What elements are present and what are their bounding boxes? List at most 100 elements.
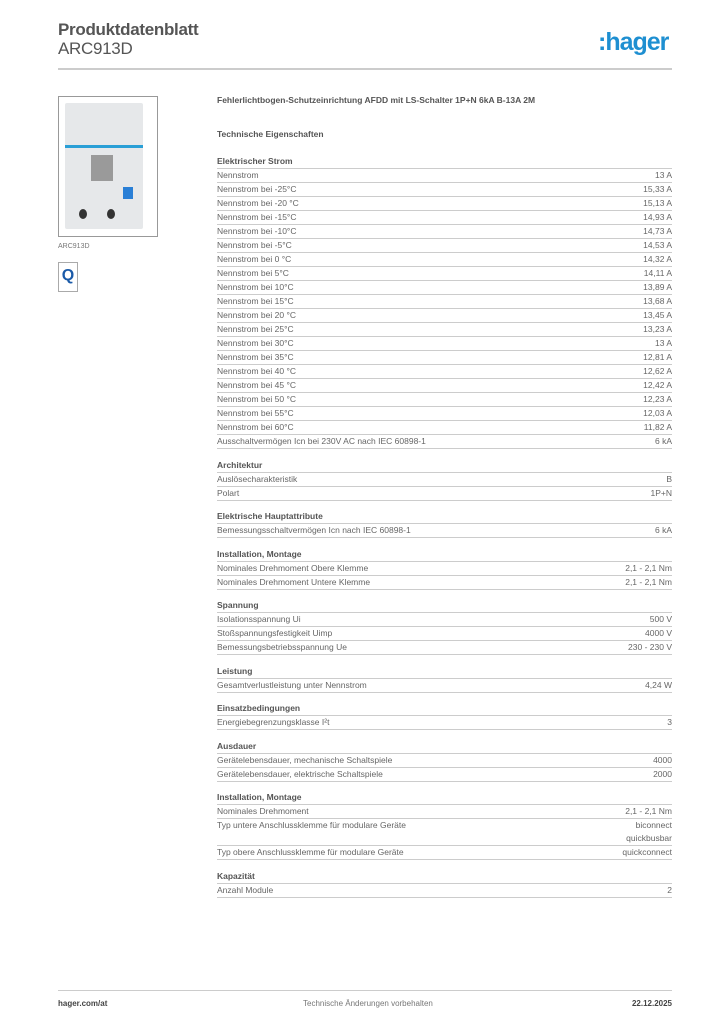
- spec-value: 13,45 A: [643, 310, 672, 320]
- spec-label: Nennstrom bei 50 °C: [217, 394, 296, 404]
- spec-section: Elektrischer Strom Nennstrom 13 A Nennstrom…: [217, 155, 672, 449]
- spec-label: Nennstrom bei -20 °C: [217, 198, 299, 208]
- footer-date: 22.12.2025: [631, 999, 672, 1008]
- spec-value: 2: [667, 884, 672, 895]
- spec-value: 15,33 A: [643, 184, 672, 194]
- device-illustration: [65, 103, 143, 229]
- spec-row: Anzahl Module 2: [217, 884, 672, 898]
- spec-value: B: [666, 473, 672, 484]
- spec-row: Energiebegrenzungsklasse I²t 3: [217, 716, 672, 730]
- spec-value: 6 kA: [654, 436, 672, 446]
- spec-label: Nennstrom bei 10°C: [217, 282, 294, 292]
- spec-value: 12,23 A: [643, 394, 672, 404]
- spec-value: 11,82 A: [643, 422, 672, 432]
- spec-value: 12,62 A: [643, 366, 672, 376]
- spec-label: Bemessungsschaltvermögen Icn nach IEC 60…: [217, 525, 411, 535]
- spec-row: Nennstrom bei 60°C 11,82 A: [217, 421, 672, 435]
- spec-value: quickconnect: [622, 847, 672, 857]
- spec-value: 14,53 A: [643, 240, 672, 250]
- spec-label: Nominales Drehmoment Untere Klemme: [217, 576, 371, 587]
- spec-row: Nennstrom bei -25°C 15,33 A: [217, 183, 672, 197]
- spec-label: Nennstrom bei -15°C: [217, 212, 297, 222]
- spec-value: 13 A: [654, 338, 672, 348]
- spec-section: Spannung Isolationsspannung Ui 500 V Stoßsp…: [217, 599, 672, 655]
- quality-badge-icon: Q: [58, 262, 78, 292]
- spec-row: Nominales Drehmoment Obere Klemme 2,1 - 2…: [217, 562, 672, 576]
- header-divider: [58, 68, 672, 70]
- spec-value: 2000: [653, 768, 672, 779]
- spec-row: Stoßspannungsfestigkeit Uimp 4000 V: [217, 627, 672, 641]
- spec-label: Nennstrom bei 60°C: [217, 422, 294, 432]
- spec-label: Nennstrom bei 35°C: [217, 352, 294, 362]
- spec-row: Ausschaltvermögen Icn bei 230V AC nach I…: [217, 435, 672, 449]
- spec-row: Typ untere Anschlussklemme für modulare …: [217, 819, 672, 846]
- spec-value: 4000: [653, 754, 672, 765]
- image-caption: ARC913D: [58, 243, 90, 250]
- spec-label: Bemessungsbetriebsspannung Ue: [217, 642, 347, 652]
- product-image: [58, 96, 158, 237]
- spec-row: Nennstrom bei 30°C 13 A: [217, 337, 672, 351]
- spec-sections: Elektrischer Strom Nennstrom 13 A Nennstrom…: [217, 155, 672, 898]
- spec-row: Bemessungsschaltvermögen Icn nach IEC 60…: [217, 524, 672, 538]
- spec-label: Nennstrom bei 30°C: [217, 338, 294, 348]
- section-heading: Leistung: [217, 665, 672, 679]
- spec-row: Isolationsspannung Ui 500 V: [217, 613, 672, 627]
- section-title: Technische Eigenschaften: [217, 129, 324, 139]
- spec-value: 2,1 - 2,1 Nm: [625, 576, 672, 587]
- spec-label: Nennstrom bei -5°C: [217, 240, 292, 250]
- spec-value: 2,1 - 2,1 Nm: [625, 806, 672, 816]
- spec-label: Nennstrom bei 20 °C: [217, 310, 296, 320]
- spec-value: 12,42 A: [643, 380, 672, 390]
- spec-section: Architektur Auslösecharakteristik B Polart 1…: [217, 459, 672, 501]
- spec-row: Gerätelebensdauer, elektrische Schaltspi…: [217, 768, 672, 782]
- spec-row: Nennstrom bei -10°C 14,73 A: [217, 225, 672, 239]
- spec-label: Nennstrom bei -25°C: [217, 184, 297, 194]
- section-heading: Installation, Montage: [217, 791, 672, 805]
- spec-label: Nominales Drehmoment: [217, 806, 309, 816]
- spec-value: 14,11 A: [643, 268, 672, 278]
- footer-divider: [58, 990, 672, 991]
- section-heading: Architektur: [217, 459, 672, 473]
- section-heading: Elektrische Hauptattribute: [217, 510, 672, 524]
- spec-section: Installation, Montage Nominales Drehmomen…: [217, 791, 672, 860]
- spec-value: biconnect quickbusbar: [626, 820, 672, 843]
- spec-row: Nennstrom bei 40 °C 12,62 A: [217, 365, 672, 379]
- section-heading: Einsatzbedingungen: [217, 702, 672, 716]
- hager-logo: :hager: [598, 28, 669, 56]
- spec-row: Typ obere Anschlussklemme für modulare G…: [217, 846, 672, 860]
- main-content: Fehlerlichtbogen-Schutzeinrichtung AFDD …: [217, 95, 672, 898]
- spec-row: Gerätelebensdauer, mechanische Schaltspi…: [217, 754, 672, 768]
- section-heading: Elektrischer Strom: [217, 155, 672, 169]
- spec-value: 14,32 A: [643, 254, 672, 264]
- spec-row: Nennstrom bei 5°C 14,11 A: [217, 267, 672, 281]
- spec-label: Gerätelebensdauer, mechanische Schaltspi…: [217, 754, 393, 765]
- spec-value: 12,81 A: [643, 352, 672, 362]
- footer-website-link[interactable]: hager.com/at: [58, 999, 108, 1008]
- spec-row: Nennstrom bei -15°C 14,93 A: [217, 211, 672, 225]
- section-heading: Ausdauer: [217, 740, 672, 754]
- spec-row: Nennstrom bei 45 °C 12,42 A: [217, 379, 672, 393]
- spec-label: Nennstrom: [217, 170, 259, 180]
- spec-label: Ausschaltvermögen Icn bei 230V AC nach I…: [217, 436, 426, 446]
- spec-row: Nennstrom bei 35°C 12,81 A: [217, 351, 672, 365]
- spec-label: Nennstrom bei 45 °C: [217, 380, 296, 390]
- spec-label: Anzahl Module: [217, 884, 274, 895]
- spec-value: 500 V: [649, 614, 672, 624]
- spec-label: Nominales Drehmoment Obere Klemme: [217, 562, 369, 573]
- spec-label: Nennstrom bei 55°C: [217, 408, 294, 418]
- page-title: Produktdatenblatt: [58, 20, 199, 39]
- spec-row: Nennstrom bei 55°C 12,03 A: [217, 407, 672, 421]
- spec-section: Einsatzbedingungen Energiebegrenzungsklas…: [217, 702, 672, 730]
- spec-label: Nennstrom bei 25°C: [217, 324, 294, 334]
- spec-value: 13,23 A: [643, 324, 672, 334]
- spec-row: Nominales Drehmoment 2,1 - 2,1 Nm: [217, 805, 672, 819]
- spec-label: Typ obere Anschlussklemme für modulare G…: [217, 847, 404, 857]
- spec-row: Nennstrom bei -20 °C 15,13 A: [217, 197, 672, 211]
- spec-label: Energiebegrenzungsklasse I²t: [217, 717, 330, 727]
- spec-label: Nennstrom bei 15°C: [217, 296, 294, 306]
- spec-row: Nennstrom bei 10°C 13,89 A: [217, 281, 672, 295]
- spec-label: Nennstrom bei 5°C: [217, 268, 289, 278]
- spec-row: Nennstrom bei 15°C 13,68 A: [217, 295, 672, 309]
- spec-value: 2,1 - 2,1 Nm: [625, 562, 672, 573]
